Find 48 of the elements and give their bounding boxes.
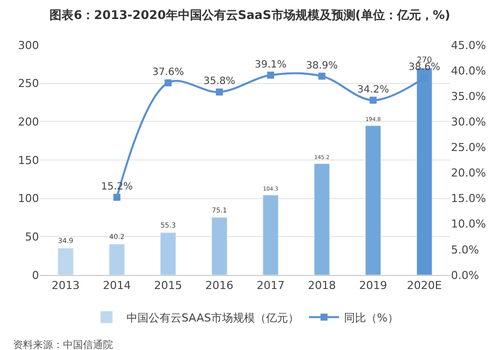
point xyxy=(113,194,120,201)
y2-tick-label: 40.0% xyxy=(451,64,486,78)
bar xyxy=(211,217,228,275)
y2-tick-label: 30.0% xyxy=(451,116,486,129)
y-tick-label: 200 xyxy=(18,116,39,129)
y2-tick-label: 25.0% xyxy=(451,141,486,154)
y-tick-label: 300 xyxy=(18,38,39,52)
bar xyxy=(365,125,382,275)
x-tick-label: 2017 xyxy=(256,279,285,292)
data-label: 38.6% xyxy=(408,62,440,73)
bar xyxy=(108,244,125,275)
y2-tick-label: 45.0% xyxy=(451,38,486,52)
y2-tick-label: 20.0% xyxy=(451,166,486,180)
y-tick-label: 50 xyxy=(25,230,39,244)
point xyxy=(267,72,274,79)
y-tick-label: 150 xyxy=(18,154,39,167)
point xyxy=(164,79,172,86)
x-tick-label: 2019 xyxy=(359,279,388,292)
y2-tick-label: 0.0% xyxy=(451,268,479,282)
text: 资料来源：中国信通院 xyxy=(13,339,113,350)
point xyxy=(318,72,326,80)
y2-tick-label: 35.0% xyxy=(451,90,486,103)
data-label: 35.8% xyxy=(203,76,236,88)
x-tick-label: 2020E xyxy=(406,279,442,292)
bar xyxy=(160,232,176,275)
x-tick-label: 2015 xyxy=(154,279,182,292)
data-label: 37.6% xyxy=(152,66,184,78)
y2-tick-label: 5.0% xyxy=(451,243,479,256)
y2-tick-label: 10.0% xyxy=(451,218,486,231)
bar xyxy=(314,163,330,275)
bar xyxy=(58,248,74,275)
data-label: 39.1% xyxy=(254,59,287,70)
y2-tick-label: 15.0% xyxy=(451,192,486,206)
data-label: 38.9% xyxy=(306,60,338,72)
chart-title: 图表6：2013-2020年中国公有云SaaS市场规模及预测(单位：亿元，%) xyxy=(50,8,450,22)
point xyxy=(216,88,223,96)
y-tick-label: 100 xyxy=(18,192,39,206)
data-label: 34.2% xyxy=(357,84,390,96)
legend-label: 中国公有云SAAS市场规模（亿元） xyxy=(126,311,300,324)
x-tick-label: 2016 xyxy=(205,279,234,292)
x-tick-label: 2014 xyxy=(102,279,131,292)
x-tick-label: 2013 xyxy=(52,279,80,292)
legend-label: 同比（%） xyxy=(344,311,398,324)
y-tick-label: 0 xyxy=(32,268,39,282)
bar xyxy=(262,194,279,275)
y-tick-label: 250 xyxy=(18,77,39,90)
point xyxy=(370,96,377,104)
x-tick-label: 2018 xyxy=(308,279,336,292)
